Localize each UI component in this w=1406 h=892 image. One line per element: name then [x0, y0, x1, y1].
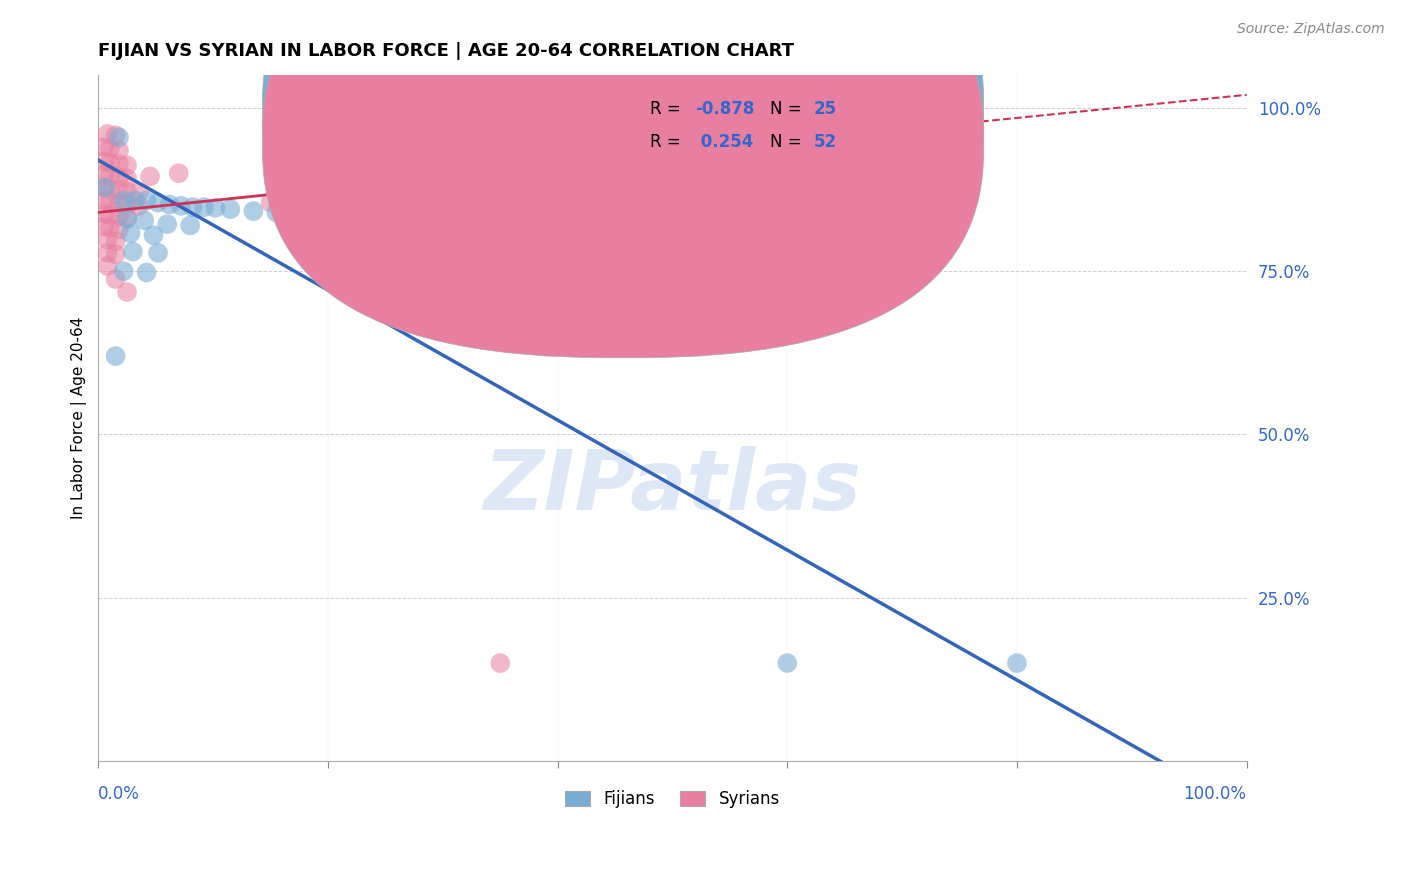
Point: [128, 199, 150, 213]
Point: [193, 200, 215, 214]
FancyBboxPatch shape: [263, 0, 984, 326]
Point: [167, 166, 190, 180]
Point: [156, 217, 179, 231]
Point: [98, 221, 121, 235]
Point: [98, 194, 121, 209]
Point: [259, 195, 281, 210]
Point: [112, 264, 135, 278]
Point: [115, 285, 138, 299]
Text: N =: N =: [770, 101, 807, 119]
Point: [96, 245, 118, 260]
Point: [134, 213, 156, 227]
Point: [142, 228, 165, 243]
Text: 0.254: 0.254: [696, 133, 754, 151]
Point: [98, 155, 121, 169]
Text: ZIPatlas: ZIPatlas: [484, 446, 862, 527]
Point: [96, 233, 118, 247]
Point: [108, 196, 131, 211]
Point: [93, 140, 115, 154]
Point: [108, 130, 131, 145]
Point: [115, 211, 138, 225]
Point: [112, 194, 135, 208]
Point: [135, 194, 157, 208]
Point: [179, 219, 201, 233]
Point: [104, 272, 127, 286]
Point: [93, 168, 115, 182]
Point: [115, 171, 138, 186]
Text: R =: R =: [650, 133, 686, 151]
Point: [104, 128, 127, 143]
Point: [93, 154, 115, 169]
Text: Source: ZipAtlas.com: Source: ZipAtlas.com: [1237, 22, 1385, 37]
Point: [104, 247, 127, 261]
FancyBboxPatch shape: [586, 82, 884, 171]
Point: [93, 180, 115, 194]
Point: [170, 199, 193, 213]
Point: [108, 183, 131, 197]
Point: [219, 202, 242, 216]
Y-axis label: In Labor Force | Age 20-64: In Labor Force | Age 20-64: [72, 317, 87, 519]
Point: [98, 208, 121, 222]
Point: [104, 349, 127, 363]
Point: [96, 259, 118, 273]
Point: [98, 182, 121, 196]
Text: 0.0%: 0.0%: [98, 785, 141, 803]
Point: [115, 211, 138, 226]
Point: [93, 207, 115, 221]
Legend: Fijians, Syrians: Fijians, Syrians: [558, 783, 786, 814]
Point: [108, 157, 131, 171]
Point: [181, 200, 204, 214]
Point: [115, 197, 138, 211]
Point: [776, 656, 799, 670]
Point: [120, 227, 142, 241]
Point: [121, 244, 143, 259]
Point: [104, 234, 127, 248]
Point: [124, 194, 146, 208]
FancyBboxPatch shape: [263, 0, 984, 358]
Point: [718, 248, 741, 262]
Point: [115, 158, 138, 172]
Point: [242, 204, 264, 219]
Point: [146, 245, 169, 260]
Point: [94, 180, 117, 194]
Point: [98, 141, 121, 155]
Point: [108, 222, 131, 236]
Point: [1005, 656, 1028, 670]
Text: R =: R =: [650, 101, 686, 119]
Text: 100.0%: 100.0%: [1184, 785, 1247, 803]
Text: 52: 52: [814, 133, 837, 151]
Point: [93, 219, 115, 234]
Text: N =: N =: [770, 133, 807, 151]
Point: [108, 170, 131, 185]
Point: [139, 169, 162, 184]
Point: [159, 197, 181, 211]
Point: [96, 127, 118, 141]
Point: [128, 186, 150, 200]
Text: 25: 25: [814, 101, 837, 119]
Point: [204, 201, 226, 215]
Point: [454, 194, 477, 208]
Point: [108, 144, 131, 158]
Point: [115, 185, 138, 199]
Text: -0.878: -0.878: [696, 101, 755, 119]
Point: [346, 182, 368, 196]
Point: [93, 194, 115, 208]
Point: [489, 656, 512, 670]
Point: [146, 195, 169, 210]
Text: FIJIAN VS SYRIAN IN LABOR FORCE | AGE 20-64 CORRELATION CHART: FIJIAN VS SYRIAN IN LABOR FORCE | AGE 20…: [98, 42, 794, 60]
Point: [108, 209, 131, 223]
Point: [98, 169, 121, 183]
Point: [135, 265, 157, 279]
Point: [266, 205, 288, 219]
